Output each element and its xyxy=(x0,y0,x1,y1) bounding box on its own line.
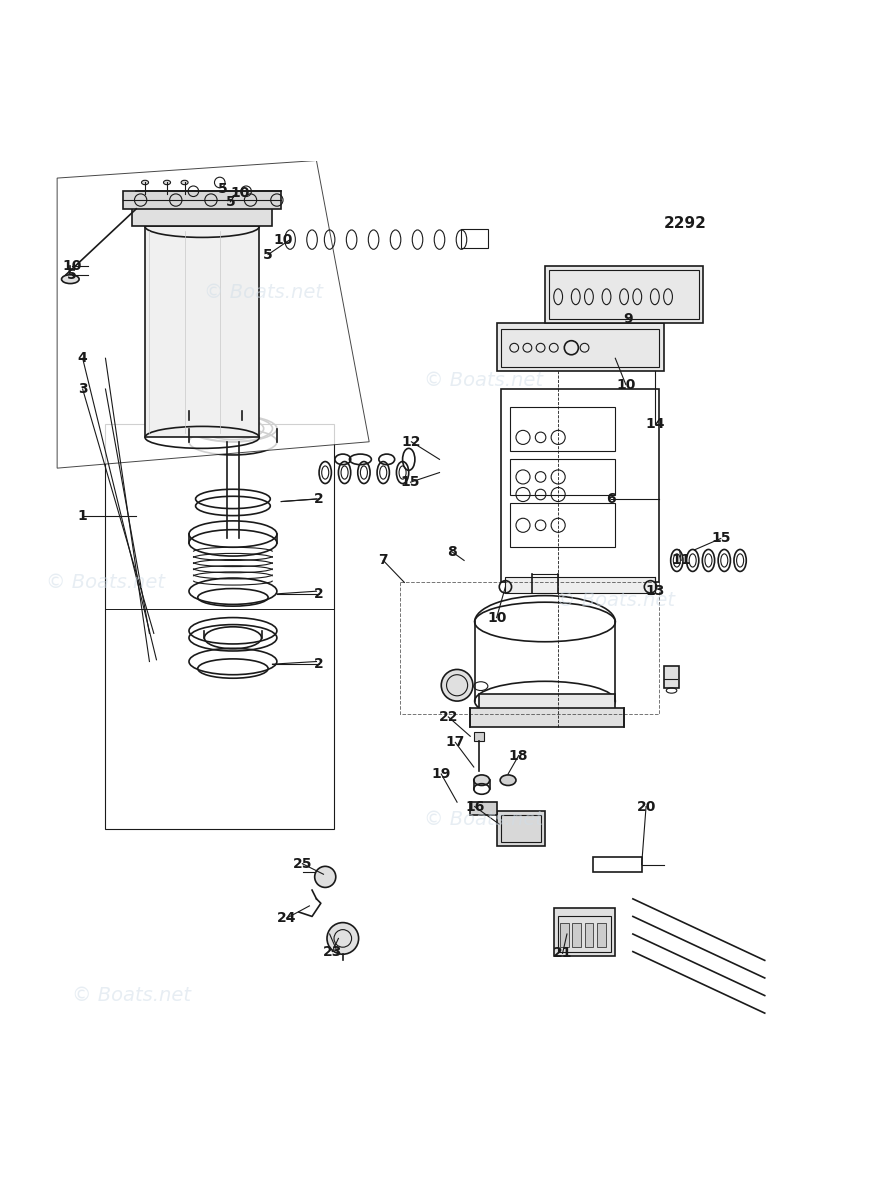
Bar xyxy=(509,407,615,450)
Bar xyxy=(593,857,641,872)
Text: 1: 1 xyxy=(77,510,88,523)
Text: © Boats.net: © Boats.net xyxy=(72,986,191,1006)
Text: 2: 2 xyxy=(313,587,324,601)
Text: 15: 15 xyxy=(400,475,420,490)
Bar xyxy=(470,802,496,815)
Text: 9: 9 xyxy=(623,312,632,325)
Bar xyxy=(470,708,623,727)
Circle shape xyxy=(327,923,358,954)
Bar xyxy=(500,815,540,841)
Text: 15: 15 xyxy=(710,532,730,546)
Ellipse shape xyxy=(61,275,79,283)
Bar xyxy=(509,460,615,494)
Bar xyxy=(553,907,615,956)
Ellipse shape xyxy=(473,775,489,786)
Text: 5: 5 xyxy=(217,181,227,196)
Bar xyxy=(500,329,658,367)
Text: © Boats.net: © Boats.net xyxy=(423,810,543,829)
Text: 21: 21 xyxy=(552,947,572,960)
Text: 18: 18 xyxy=(508,749,528,762)
Text: 2: 2 xyxy=(313,658,324,671)
Text: 2292: 2292 xyxy=(664,216,706,232)
Bar xyxy=(559,923,568,947)
Text: 10: 10 xyxy=(273,233,292,247)
Bar xyxy=(584,923,593,947)
Text: 20: 20 xyxy=(636,799,655,814)
Ellipse shape xyxy=(141,180,148,185)
Text: 10: 10 xyxy=(486,611,506,624)
Ellipse shape xyxy=(163,180,170,185)
Text: 6: 6 xyxy=(606,492,615,506)
Ellipse shape xyxy=(181,180,188,185)
Bar xyxy=(496,323,663,372)
Text: 14: 14 xyxy=(644,418,664,431)
Bar xyxy=(549,270,698,319)
Bar xyxy=(505,577,654,593)
Bar xyxy=(544,266,702,323)
Text: 5: 5 xyxy=(263,247,273,262)
Text: 24: 24 xyxy=(277,911,296,925)
Text: 5: 5 xyxy=(225,194,235,209)
Text: 10: 10 xyxy=(62,259,82,272)
Text: © Boats.net: © Boats.net xyxy=(46,572,165,592)
Polygon shape xyxy=(57,161,369,468)
Bar xyxy=(663,666,679,688)
Bar xyxy=(596,923,605,947)
Ellipse shape xyxy=(500,775,515,786)
Bar xyxy=(145,227,259,437)
Text: 11: 11 xyxy=(671,553,690,568)
Text: 13: 13 xyxy=(644,584,664,599)
Bar xyxy=(479,694,615,710)
Bar xyxy=(473,732,484,740)
Circle shape xyxy=(314,866,335,888)
Text: 4: 4 xyxy=(77,352,88,365)
Text: 10: 10 xyxy=(615,378,635,391)
Bar xyxy=(123,191,281,209)
Text: 5: 5 xyxy=(67,268,77,282)
Text: 22: 22 xyxy=(438,710,457,724)
Text: 7: 7 xyxy=(378,553,387,568)
Bar xyxy=(558,917,610,952)
Text: © Boats.net: © Boats.net xyxy=(423,371,543,390)
Text: 10: 10 xyxy=(230,186,249,200)
Text: 16: 16 xyxy=(464,799,484,814)
Bar xyxy=(132,204,272,227)
Bar xyxy=(105,425,334,828)
Bar xyxy=(572,923,580,947)
Text: 12: 12 xyxy=(401,434,421,449)
Text: 19: 19 xyxy=(431,767,450,781)
Bar xyxy=(509,503,615,547)
Text: © Boats.net: © Boats.net xyxy=(204,283,323,302)
Text: 17: 17 xyxy=(445,736,464,749)
Text: 25: 25 xyxy=(292,857,312,871)
Text: 2: 2 xyxy=(313,492,324,506)
Text: 8: 8 xyxy=(446,545,457,559)
Text: © Boats.net: © Boats.net xyxy=(555,590,674,610)
Bar xyxy=(461,229,487,248)
Text: 23: 23 xyxy=(322,944,342,959)
Bar xyxy=(500,389,658,582)
Circle shape xyxy=(441,670,472,701)
Bar xyxy=(496,811,544,846)
Text: 3: 3 xyxy=(78,382,87,396)
